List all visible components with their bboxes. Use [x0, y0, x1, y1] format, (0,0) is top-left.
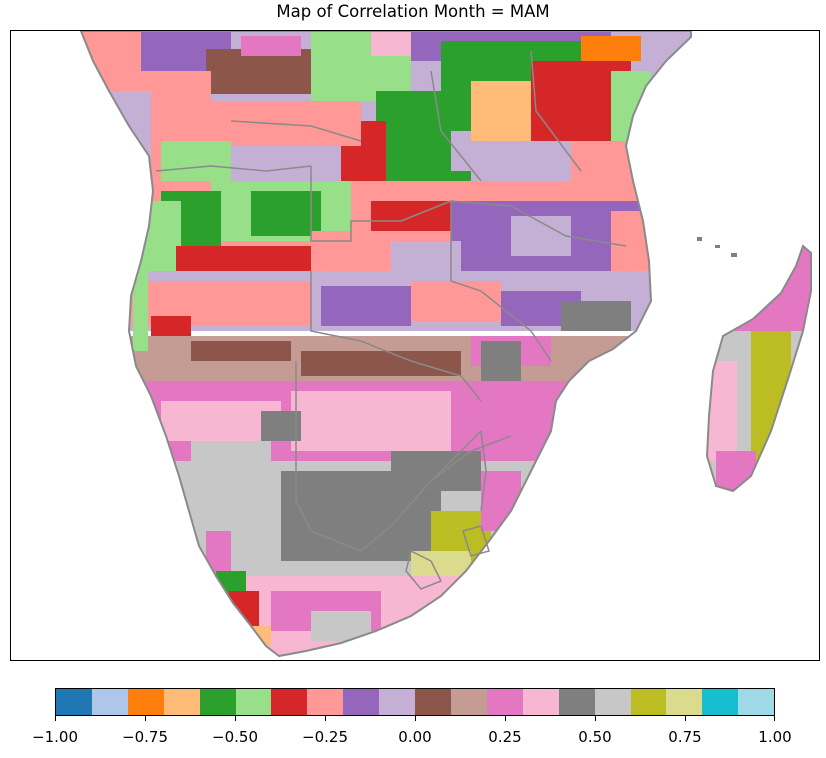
map-title: Map of Correlation Month = MAM	[276, 2, 550, 21]
colorbar-segment	[630, 689, 667, 715]
comoros-island	[697, 237, 702, 241]
map-panel	[10, 30, 820, 661]
colorbar-tick-label: 0.00	[398, 728, 432, 746]
colorbar-segment	[594, 689, 631, 715]
colorbar-tick-label: 0.50	[578, 728, 612, 746]
colorbar-segment	[558, 689, 595, 715]
colorbar-segment	[415, 689, 451, 715]
colorbar-segment	[127, 689, 164, 715]
colorbar-segment	[522, 689, 559, 715]
colorbar-segment	[199, 689, 236, 715]
colorbar-segment	[486, 689, 523, 715]
colorbar-tick-label: 1.00	[758, 728, 792, 746]
colorbar-tick-mark	[774, 716, 775, 721]
colorbar-tick-mark	[505, 716, 506, 721]
colorbar-tick-label: −0.50	[212, 728, 258, 746]
madagascar-coastline	[705, 244, 812, 493]
colorbar-tick-label: −1.00	[32, 728, 78, 746]
colorbar-tick-mark	[145, 716, 146, 721]
colorbar-tick-label: −0.75	[122, 728, 168, 746]
colorbar-tick-mark	[55, 716, 56, 721]
colorbar-segment	[56, 689, 92, 715]
colorbar-tick-label: −0.25	[302, 728, 348, 746]
country-borders	[155, 50, 627, 590]
colorbar-tick-label: 0.75	[668, 728, 702, 746]
colorbar-segment	[379, 689, 416, 715]
comoros-island	[715, 245, 720, 248]
madagascar-field	[707, 246, 811, 491]
colorbar-segment	[666, 689, 703, 715]
colorbar-tick-mark	[685, 716, 686, 721]
colorbar-segment	[450, 689, 487, 715]
correlation-map	[79, 31, 812, 658]
colorbar-segment	[702, 689, 739, 715]
colorbar	[55, 688, 775, 716]
colorbar-segment	[163, 689, 200, 715]
colorbar-ticks: −1.00 −0.75 −0.50 −0.25 0.00 0.25 0.50 0.75 1.00	[32, 716, 792, 756]
colorbar-tick-mark	[325, 716, 326, 721]
colorbar-tick-label: 0.25	[488, 728, 522, 746]
colorbar-segment	[307, 689, 344, 715]
colorbar-tick-mark	[595, 716, 596, 721]
colorbar-tick-mark	[235, 716, 236, 721]
comoros-island	[731, 253, 737, 257]
colorbar-tick-mark	[415, 716, 416, 721]
colorbar-segment	[738, 689, 774, 715]
colorbar-segment	[235, 689, 272, 715]
colorbar-segment	[271, 689, 308, 715]
colorbar-segment	[91, 689, 128, 715]
colorbar-segment	[343, 689, 380, 715]
mainland-coastline	[79, 31, 692, 658]
